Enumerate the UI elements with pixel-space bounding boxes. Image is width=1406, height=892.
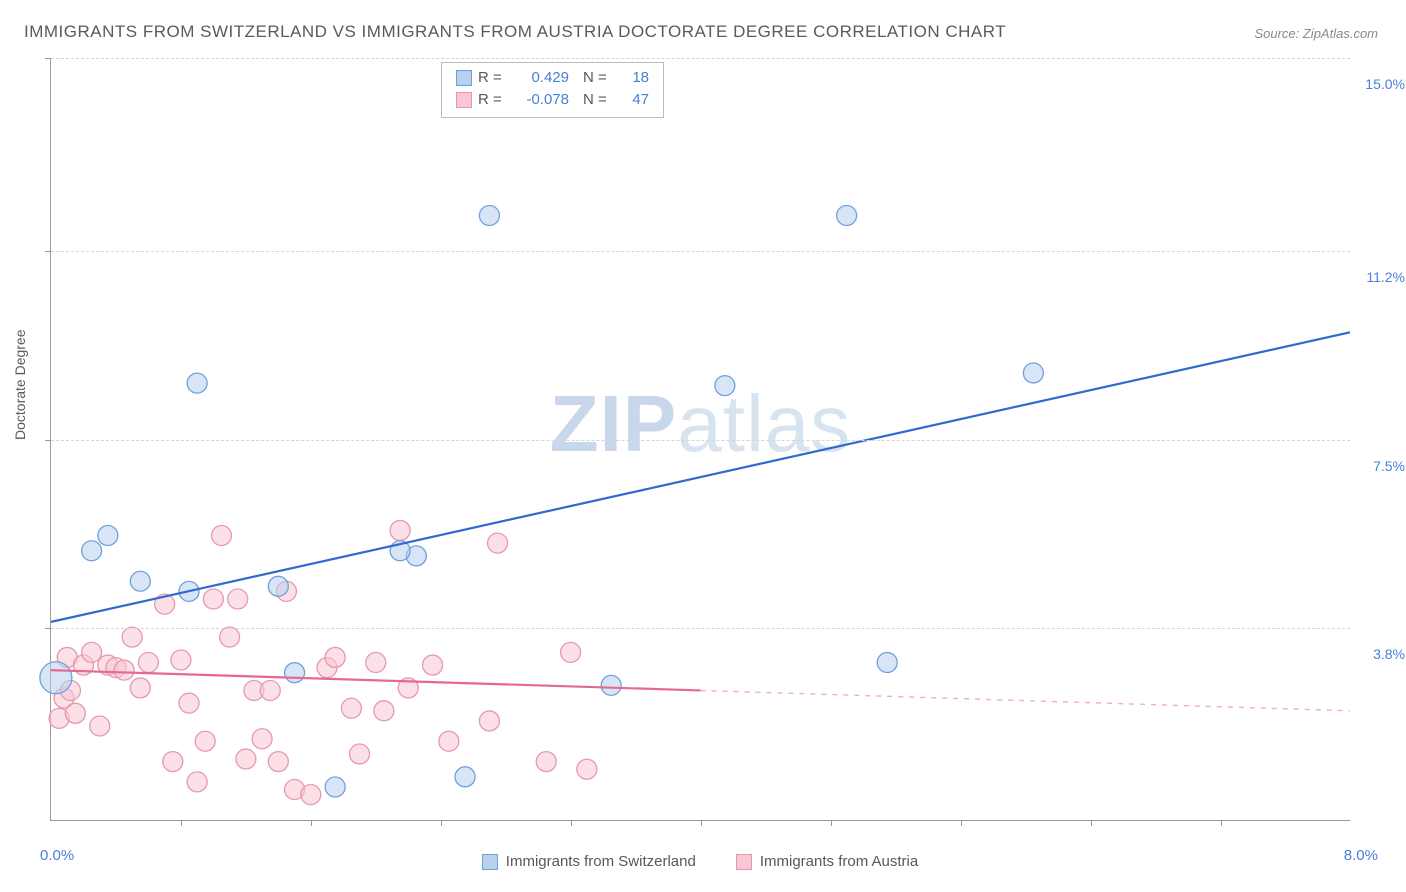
x-tick (311, 820, 312, 826)
scatter-point (601, 675, 621, 695)
x-tick (701, 820, 702, 826)
scatter-point (195, 731, 215, 751)
x-tick (441, 820, 442, 826)
y-tick (45, 251, 51, 252)
scatter-point (488, 533, 508, 553)
x-tick (571, 820, 572, 826)
legend-swatch (736, 854, 752, 870)
y-tick-label: 15.0% (1365, 76, 1405, 92)
legend-bottom-item: Immigrants from Austria (736, 853, 918, 870)
scatter-point (163, 752, 183, 772)
scatter-point (171, 650, 191, 670)
scatter-point (479, 711, 499, 731)
scatter-point (130, 571, 150, 591)
scatter-point (82, 642, 102, 662)
scatter-point (423, 655, 443, 675)
trend-line-extension (701, 690, 1351, 710)
x-tick (831, 820, 832, 826)
scatter-point (455, 767, 475, 787)
scatter-point (268, 576, 288, 596)
y-tick (45, 58, 51, 59)
scatter-point (374, 701, 394, 721)
scatter-point (203, 589, 223, 609)
trend-line (51, 332, 1350, 622)
gridline (51, 628, 1350, 629)
legend-bottom-item: Immigrants from Switzerland (482, 853, 696, 870)
x-tick (1091, 820, 1092, 826)
y-tick-label: 11.2% (1366, 269, 1405, 285)
scatter-point (187, 772, 207, 792)
legend-label: Immigrants from Switzerland (506, 853, 696, 870)
y-tick-label: 7.5% (1373, 458, 1405, 474)
scatter-point (877, 653, 897, 673)
scatter-point (715, 376, 735, 396)
y-tick (45, 628, 51, 629)
scatter-point (98, 526, 118, 546)
scatter-point (350, 744, 370, 764)
gridline (51, 440, 1350, 441)
scatter-point (577, 759, 597, 779)
x-tick (1221, 820, 1222, 826)
scatter-point (837, 205, 857, 225)
scatter-point (252, 729, 272, 749)
x-tick (961, 820, 962, 826)
scatter-point (390, 520, 410, 540)
scatter-point (114, 660, 134, 680)
scatter-point (138, 653, 158, 673)
legend-label: Immigrants from Austria (760, 853, 918, 870)
scatter-point (187, 373, 207, 393)
scatter-point (220, 627, 240, 647)
scatter-point (285, 663, 305, 683)
scatter-point (130, 678, 150, 698)
plot-area: ZIPatlas R =0.429N =18R =-0.078N =47 3.8… (50, 58, 1350, 821)
scatter-point (268, 752, 288, 772)
scatter-point (1023, 363, 1043, 383)
y-tick (45, 440, 51, 441)
scatter-point (479, 205, 499, 225)
scatter-point (179, 693, 199, 713)
scatter-point (212, 526, 232, 546)
scatter-point (366, 653, 386, 673)
scatter-point (65, 703, 85, 723)
scatter-point (90, 716, 110, 736)
scatter-point (325, 647, 345, 667)
gridline (51, 58, 1350, 59)
gridline (51, 251, 1350, 252)
chart-source: Source: ZipAtlas.com (1254, 26, 1378, 41)
legend-bottom: Immigrants from Switzerland Immigrants fr… (50, 853, 1350, 870)
scatter-point (40, 662, 72, 694)
scatter-point (82, 541, 102, 561)
scatter-point (561, 642, 581, 662)
scatter-point (439, 731, 459, 751)
scatter-point (260, 680, 280, 700)
scatter-point (536, 752, 556, 772)
scatter-point (341, 698, 361, 718)
scatter-point (228, 589, 248, 609)
legend-swatch (482, 854, 498, 870)
chart-title: IMMIGRANTS FROM SWITZERLAND VS IMMIGRANT… (24, 22, 1006, 42)
y-axis-label: Doctorate Degree (12, 329, 28, 440)
scatter-point (301, 785, 321, 805)
scatter-point (236, 749, 256, 769)
x-tick (181, 820, 182, 826)
scatter-point (122, 627, 142, 647)
scatter-point (325, 777, 345, 797)
y-tick-label: 3.8% (1373, 646, 1405, 662)
